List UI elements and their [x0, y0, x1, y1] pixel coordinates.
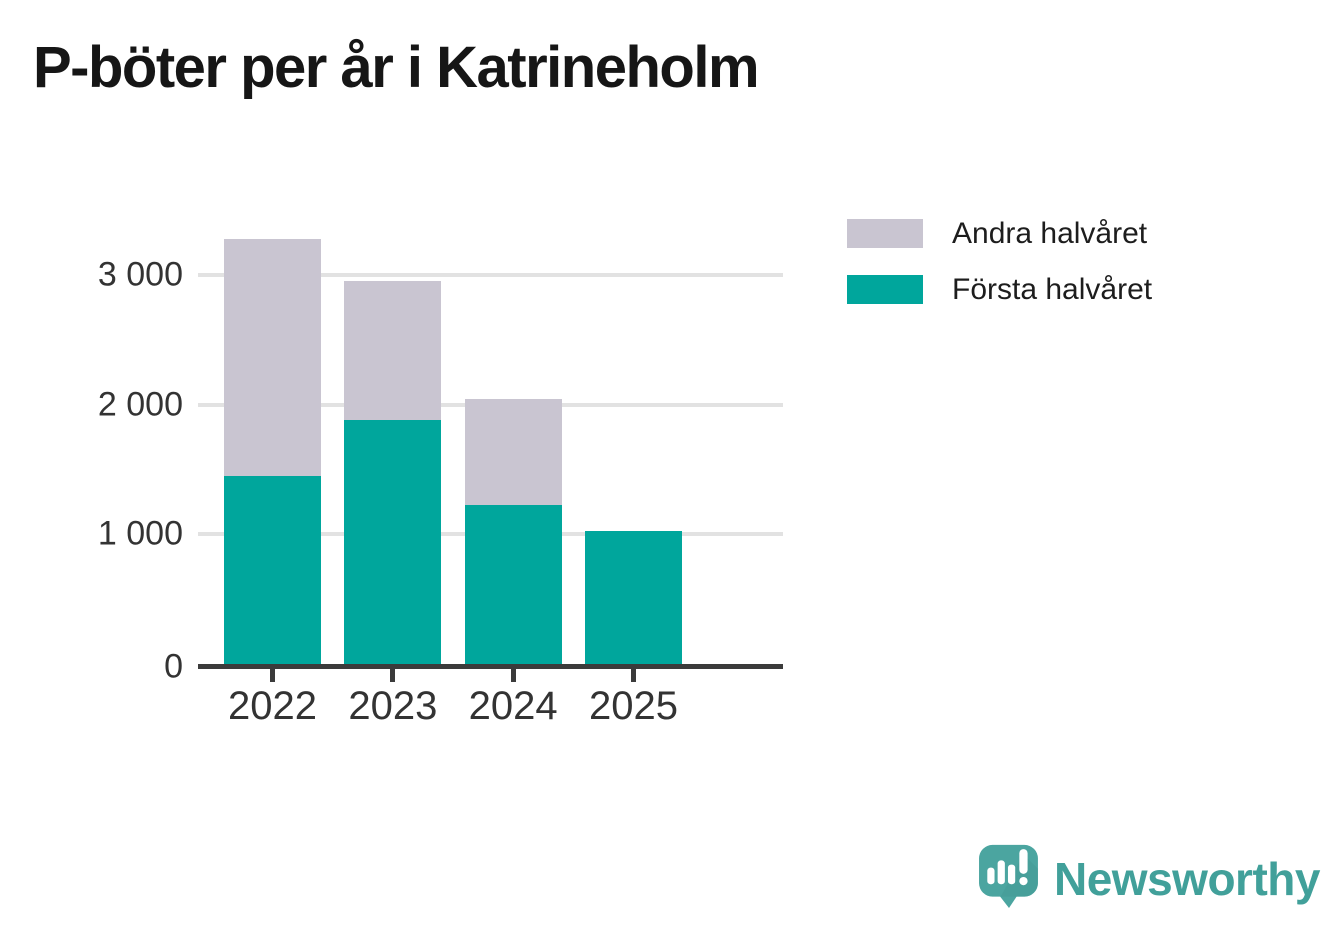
- y-axis-label-0: 0: [164, 647, 183, 685]
- newsworthy-branding: Newsworthy: [978, 843, 1320, 913]
- bar-segment-2025-forsta: [584, 531, 682, 664]
- bar-segment-2022-andra: [224, 238, 321, 476]
- bar-2024: [464, 398, 562, 664]
- x-axis-label-2024: 2024: [468, 684, 558, 728]
- legend-item-forsta-halvaret: Första halvåret: [847, 272, 1153, 306]
- bar-2023: [344, 280, 442, 664]
- x-axis-tick-2022: [270, 669, 275, 682]
- bar-2025: [584, 531, 682, 664]
- bar-segment-2023-andra: [344, 280, 442, 421]
- legend-swatch-forsta-halvaret: [847, 275, 923, 304]
- bar-segment-2024-andra: [464, 398, 562, 506]
- bar-segment-2022-forsta: [224, 475, 321, 664]
- bar-segment-2023-forsta: [344, 420, 442, 664]
- x-axis-label-2023: 2023: [348, 684, 438, 728]
- y-axis-label-1000: 1 000: [97, 514, 183, 553]
- x-axis-label-2022: 2022: [228, 684, 317, 728]
- y-axis-label-2000: 2 000: [97, 385, 183, 424]
- legend-item-andra-halvaret: Andra halvåret: [847, 216, 1152, 250]
- bar-segment-2024-forsta: [464, 505, 562, 664]
- bar-2022: [224, 238, 321, 664]
- gridline-3000: [198, 272, 783, 277]
- x-axis-tick-2024: [510, 669, 516, 682]
- legend-label-andra-halvaret: Andra halvåret: [952, 216, 1148, 250]
- x-axis-label-2025: 2025: [588, 684, 678, 728]
- y-axis-label-3000: 3 000: [97, 255, 183, 294]
- plot-area: [198, 210, 783, 682]
- x-axis-tick-2023: [390, 669, 396, 682]
- newsworthy-logo-text: Newsworthy: [1054, 853, 1320, 905]
- legend-label-forsta-halvaret: Första halvåret: [952, 272, 1153, 306]
- legend: Andra halvåret Första halvåret: [847, 216, 1153, 331]
- chart-title: P-böter per år i Katrineholm: [33, 35, 760, 100]
- newsworthy-logo-icon: [979, 844, 1038, 908]
- legend-swatch-andra-halvaret: [847, 219, 923, 248]
- x-axis-tick-2025: [630, 669, 636, 682]
